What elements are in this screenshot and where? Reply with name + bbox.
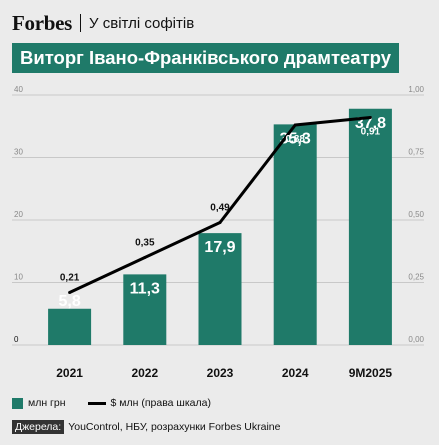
legend-label-bars: млн грн — [28, 397, 66, 409]
y2-tick-label: 0,25 — [408, 273, 424, 282]
y-tick-label: 0 — [14, 335, 19, 344]
line-point — [293, 123, 297, 127]
x-tick-label: 2023 — [207, 366, 234, 380]
rubric-label: У світлі софітів — [89, 14, 195, 32]
chart-title-banner: Виторг Івано-Франківського драмтеатру — [12, 43, 399, 73]
line-point — [68, 291, 72, 294]
bar — [198, 233, 242, 345]
source-note: Джерела: YouControl, НБУ, розрахунки For… — [12, 420, 280, 434]
revenue-chart: 0 10 20 30 40 0,00 0,25 0,50 0,75 1,00 5,8 2021 11,3… — [12, 85, 425, 380]
x-tick-label: 2022 — [131, 366, 158, 380]
legend: млн грн $ млн (права шкала) — [12, 397, 211, 409]
legend-item-bars: млн грн — [12, 397, 66, 409]
line-value-label: 0,91 — [361, 127, 381, 138]
line-point — [143, 256, 147, 259]
y2-tick-label: 0,50 — [408, 210, 424, 219]
legend-item-line: $ млн (права шкала) — [87, 397, 211, 409]
legend-label-line: $ млн (права шкала) — [110, 397, 211, 409]
brand-logo: Forbes — [12, 10, 73, 35]
line-value-label: 0,88 — [285, 134, 305, 145]
y-tick-label: 40 — [14, 85, 23, 94]
source-text: YouControl, НБУ, розрахунки Forbes Ukrai… — [68, 421, 281, 433]
y2-tick-label: 0,00 — [408, 335, 424, 344]
bar-value-label: 5,8 — [58, 293, 80, 310]
legend-swatch-line — [87, 401, 106, 405]
header-divider — [80, 14, 82, 32]
chart-title: Виторг Івано-Франківського драмтеатру — [20, 47, 391, 68]
line-value-label: 0,35 — [135, 238, 155, 249]
bar — [348, 108, 392, 345]
x-tick-label: 2021 — [56, 366, 83, 380]
y-tick-label: 10 — [14, 273, 23, 282]
x-tick-label: 9M2025 — [349, 366, 393, 380]
y-tick-label: 20 — [14, 210, 23, 219]
header: Forbes У світлі софітів — [12, 10, 194, 36]
y2-tick-label: 1,00 — [408, 85, 424, 94]
y-tick-label: 30 — [14, 148, 23, 157]
bar — [123, 274, 167, 345]
line-point — [218, 221, 222, 224]
x-tick-label: 2024 — [282, 366, 309, 380]
bar-value-label: 11,3 — [130, 280, 160, 297]
bar-value-label: 17,9 — [204, 239, 235, 256]
line-value-label: 0,49 — [210, 203, 230, 214]
line-point — [368, 116, 372, 119]
line-value-label: 0,21 — [60, 273, 80, 284]
bar — [273, 124, 317, 345]
bar — [48, 308, 92, 345]
y2-tick-label: 0,75 — [408, 148, 424, 157]
source-label: Джерела: — [12, 420, 65, 434]
legend-swatch-bars — [12, 397, 23, 409]
